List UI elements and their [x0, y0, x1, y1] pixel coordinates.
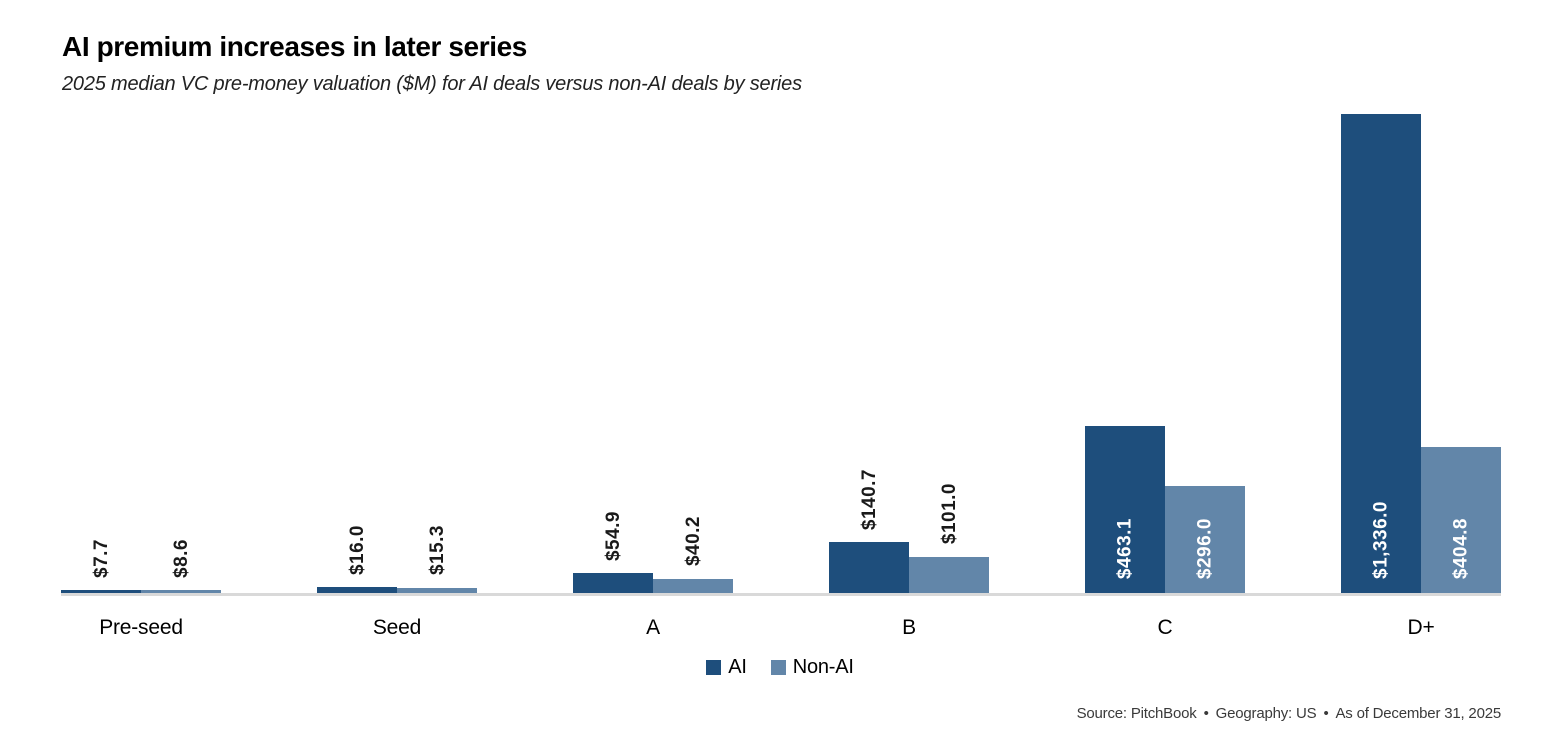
bar-non-ai-c: $296.0: [1165, 486, 1245, 593]
separator-dot: •: [1203, 705, 1209, 722]
bar-group-a: $54.9 $40.2: [573, 114, 733, 593]
bar-group-d+: $1,336.0 $404.8: [1341, 114, 1501, 593]
bar-slot: $1,336.0: [1341, 114, 1421, 593]
geography-text: Geography: US: [1215, 705, 1317, 722]
ai-legend-label: AI: [728, 656, 747, 678]
bar-value-label: $15.3: [426, 525, 448, 576]
x-axis-label-b: B: [902, 616, 916, 639]
bar-value-label: $463.1: [1114, 517, 1136, 579]
bar-slot: $463.1: [1085, 114, 1165, 593]
bar-value-label: $54.9: [602, 511, 624, 562]
bar-slot: $16.0: [317, 114, 397, 593]
non-ai-legend-label: Non-AI: [792, 656, 854, 678]
bar-value-label: $101.0: [938, 483, 960, 545]
x-axis-label-d+: D+: [1407, 616, 1435, 639]
bar-value-label: $140.7: [858, 469, 880, 531]
bar-non-ai-d+: $404.8: [1421, 447, 1501, 593]
bar-value-label: $296.0: [1194, 517, 1216, 579]
bar-value-label: $8.6: [170, 538, 192, 578]
bar-value-label: $1,336.0: [1370, 501, 1392, 579]
bar-non-ai-seed: [397, 587, 477, 593]
bar-value-label: $7.7: [90, 539, 112, 579]
chart-header: AI premium increases in later series 202…: [0, 0, 1560, 96]
bar-slot: $101.0: [909, 114, 989, 593]
as-of-text: As of December 31, 2025: [1335, 705, 1502, 722]
bar-ai-a: [573, 573, 653, 593]
bar-value-label: $16.0: [346, 525, 368, 576]
bar-group-c: $463.1 $296.0: [1085, 114, 1245, 593]
separator-dot: •: [1323, 705, 1329, 722]
bar-non-ai-b: [909, 556, 989, 593]
bar-value-label: $40.2: [682, 516, 704, 567]
non-ai-legend-swatch: [770, 660, 786, 675]
legend-item-ai: AI: [706, 656, 747, 679]
bar-value-label: $404.8: [1450, 517, 1472, 579]
chart-subtitle: 2025 median VC pre-money valuation ($M) …: [62, 73, 802, 95]
legend: AI Non-AI: [0, 656, 1560, 679]
bar-slot: $54.9: [573, 114, 653, 593]
x-axis-label-seed: Seed: [372, 616, 422, 639]
bar-slot: $7.7: [61, 114, 141, 593]
ai-legend-swatch: [706, 660, 722, 675]
bar-ai-b: [829, 542, 909, 593]
bar-slot: $40.2: [653, 114, 733, 593]
bar-ai-c: $463.1: [1085, 425, 1165, 593]
source-note: Source: PitchBook • Geography: US • As of De…: [0, 705, 1560, 722]
bar-ai-seed: [317, 587, 397, 593]
chart-title: AI premium increases in later series: [62, 31, 527, 62]
x-axis-label-a: A: [646, 616, 660, 639]
bar-group-pre-seed: $7.7 $8.6: [61, 114, 221, 593]
x-axis-label-pre-seed: Pre-seed: [99, 616, 183, 639]
bar-ai-pre-seed: [61, 590, 141, 593]
bar-slot: $15.3: [397, 114, 477, 593]
x-axis-label-c: C: [1157, 616, 1173, 639]
bar-non-ai-a: [653, 578, 733, 593]
source-text: Source: PitchBook: [1076, 705, 1197, 722]
bar-slot: $296.0: [1165, 114, 1245, 593]
legend-item-non-ai: Non-AI: [770, 656, 854, 679]
bar-slot: $8.6: [141, 114, 221, 593]
bar-non-ai-pre-seed: [141, 589, 221, 593]
bar-ai-d+: $1,336.0: [1341, 114, 1421, 593]
x-axis-labels: Pre-seed Seed A B C D+: [61, 596, 1501, 640]
bar-slot: $404.8: [1421, 114, 1501, 593]
bar-group-seed: $16.0 $15.3: [317, 114, 477, 593]
bar-group-b: $140.7 $101.0: [829, 114, 989, 593]
chart-plot: $7.7 $8.6 $16.0 $15.3 $54.9 $40.2 $140.7 $101.0…: [61, 114, 1501, 596]
bar-slot: $140.7: [829, 114, 909, 593]
